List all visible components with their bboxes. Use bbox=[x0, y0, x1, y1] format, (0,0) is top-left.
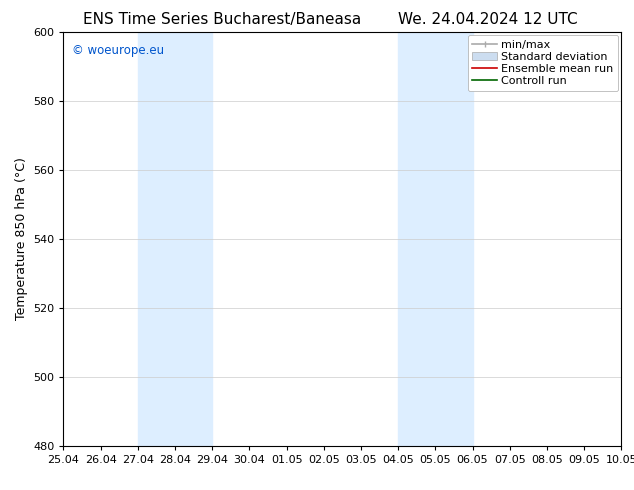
Y-axis label: Temperature 850 hPa (°C): Temperature 850 hPa (°C) bbox=[15, 157, 27, 320]
Bar bbox=[138, 32, 212, 446]
Legend: min/max, Standard deviation, Ensemble mean run, Controll run: min/max, Standard deviation, Ensemble me… bbox=[468, 35, 618, 91]
Bar bbox=[398, 32, 472, 446]
Text: © woeurope.eu: © woeurope.eu bbox=[72, 44, 164, 57]
Text: ENS Time Series Bucharest/Baneasa: ENS Time Series Bucharest/Baneasa bbox=[83, 12, 361, 27]
Text: We. 24.04.2024 12 UTC: We. 24.04.2024 12 UTC bbox=[398, 12, 578, 27]
